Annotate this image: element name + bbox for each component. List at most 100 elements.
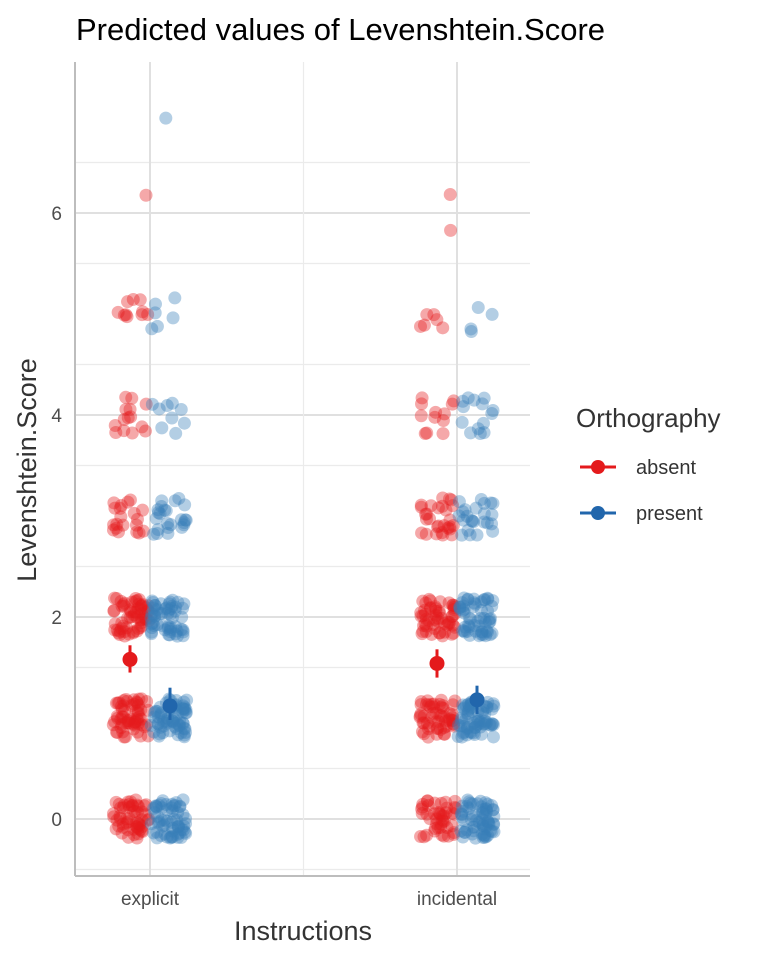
data-point-absent — [127, 822, 141, 836]
data-point-absent — [426, 618, 440, 632]
data-point-absent — [428, 410, 442, 424]
data-point-present — [478, 830, 492, 844]
data-point-present — [473, 427, 487, 441]
data-point-absent — [129, 816, 143, 830]
data-point-present — [158, 827, 172, 841]
data-point-absent — [123, 402, 137, 416]
data-point-present — [468, 809, 482, 823]
data-point-present — [451, 730, 465, 744]
data-point-present — [176, 793, 190, 807]
data-point-present — [153, 507, 167, 521]
plot-area — [76, 62, 530, 875]
data-point-present — [487, 818, 501, 832]
data-point-present — [170, 716, 184, 730]
data-point-absent — [109, 696, 123, 710]
data-point-absent — [447, 807, 461, 821]
data-point-absent — [437, 727, 451, 741]
data-point-present — [470, 528, 484, 542]
data-point-present — [158, 623, 172, 637]
x-tick-label: incidental — [417, 889, 497, 910]
legend-key-dot — [591, 506, 605, 520]
data-point-absent — [429, 609, 443, 623]
data-point-absent — [416, 609, 430, 623]
data-point-absent — [141, 604, 155, 618]
data-point-absent — [141, 599, 155, 613]
data-point-present — [467, 716, 481, 730]
data-point-absent — [115, 710, 129, 724]
y-tick-label: 2 — [51, 608, 62, 629]
data-point-absent — [446, 618, 460, 632]
data-point-present — [458, 825, 472, 839]
data-point-absent — [439, 806, 453, 820]
data-point-absent — [131, 827, 145, 841]
data-point-present — [476, 819, 490, 833]
data-point-absent — [113, 501, 127, 515]
data-point-absent — [121, 815, 135, 829]
data-point-present — [156, 794, 170, 808]
data-point-present — [150, 705, 164, 719]
data-point-absent — [448, 620, 462, 634]
data-point-present — [174, 830, 188, 844]
data-point-absent — [424, 601, 438, 615]
data-point-present — [146, 616, 160, 630]
data-point-absent — [433, 697, 447, 711]
data-point-absent — [436, 491, 450, 505]
data-point-absent — [108, 617, 122, 631]
data-point-absent — [108, 501, 122, 515]
data-point-present — [457, 513, 471, 527]
data-point-absent — [448, 607, 462, 621]
data-point-absent — [116, 710, 130, 724]
data-point-absent — [116, 598, 130, 612]
data-point-present — [163, 608, 177, 622]
data-point-absent — [112, 797, 126, 811]
data-point-present — [177, 730, 191, 744]
data-point-absent — [418, 427, 432, 441]
data-point-present — [170, 813, 184, 827]
data-point-absent — [421, 722, 435, 736]
data-point-absent — [122, 800, 136, 814]
data-point-absent — [109, 521, 123, 535]
data-point-absent — [429, 604, 443, 618]
data-point-absent — [432, 806, 446, 820]
data-point-present — [177, 597, 191, 611]
x-axis-title: Instructions — [234, 916, 372, 946]
data-point-present — [477, 496, 491, 510]
data-point-present — [176, 705, 190, 719]
data-point-present — [454, 713, 468, 727]
data-point-absent — [419, 507, 433, 521]
data-point-absent — [438, 714, 452, 728]
data-point-present — [147, 725, 161, 739]
data-point-present — [462, 618, 476, 632]
data-point-present — [456, 726, 470, 740]
data-point-present — [453, 602, 467, 616]
data-point-present — [465, 705, 479, 719]
data-point-present — [171, 806, 185, 820]
data-point-present — [174, 402, 188, 416]
data-point-present — [479, 830, 493, 844]
data-point-present — [158, 503, 172, 517]
data-point-present — [156, 726, 170, 740]
data-point-absent — [135, 819, 149, 833]
data-point-present — [468, 721, 482, 735]
data-point-present — [475, 727, 489, 741]
data-point-absent — [431, 520, 445, 534]
data-point-present — [472, 815, 486, 829]
data-point-present — [166, 830, 180, 844]
data-point-present — [457, 701, 471, 715]
data-point-present — [454, 824, 468, 838]
data-point-absent — [119, 402, 133, 416]
data-point-absent — [415, 802, 429, 816]
data-point-absent — [441, 615, 455, 629]
data-point-absent — [441, 829, 455, 843]
data-point-present — [463, 528, 477, 542]
data-point-absent — [430, 722, 444, 736]
data-point-absent — [134, 729, 148, 743]
data-point-present — [176, 702, 190, 716]
data-point-present — [153, 727, 167, 741]
data-point-absent — [437, 617, 451, 631]
data-point-present — [172, 826, 186, 840]
data-point-absent — [110, 813, 124, 827]
data-point-absent — [417, 619, 431, 633]
data-point-absent — [437, 710, 451, 724]
data-point-absent — [121, 714, 135, 728]
